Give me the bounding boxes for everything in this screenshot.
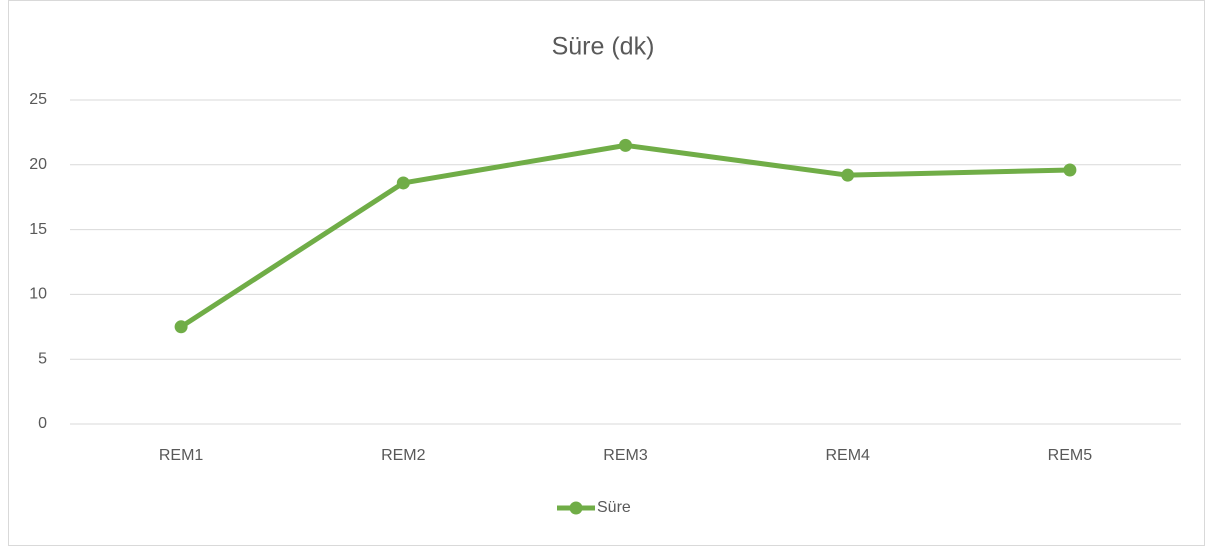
y-tick-label: 0 xyxy=(38,415,47,432)
point xyxy=(174,320,188,334)
x-tick-label: REM5 xyxy=(1048,447,1093,464)
y-tick-label: 15 xyxy=(29,221,47,238)
chart-border xyxy=(8,0,1205,546)
chart-title: Süre (dk) xyxy=(552,33,655,61)
point xyxy=(841,168,855,182)
x-tick-label: REM2 xyxy=(381,447,426,464)
x-tick-label: REM3 xyxy=(603,447,648,464)
y-tick-label: 20 xyxy=(29,156,47,173)
y-tick-label: 25 xyxy=(29,91,47,108)
x-tick-label: REM4 xyxy=(825,447,870,464)
point xyxy=(619,138,632,152)
point xyxy=(396,176,410,190)
y-tick-label: 10 xyxy=(29,286,47,303)
legend-marker xyxy=(569,501,583,515)
x-tick-label: REM1 xyxy=(159,447,204,464)
point xyxy=(1063,163,1077,177)
y-tick-label: 5 xyxy=(38,350,47,367)
legend-label: Süre xyxy=(597,499,631,516)
